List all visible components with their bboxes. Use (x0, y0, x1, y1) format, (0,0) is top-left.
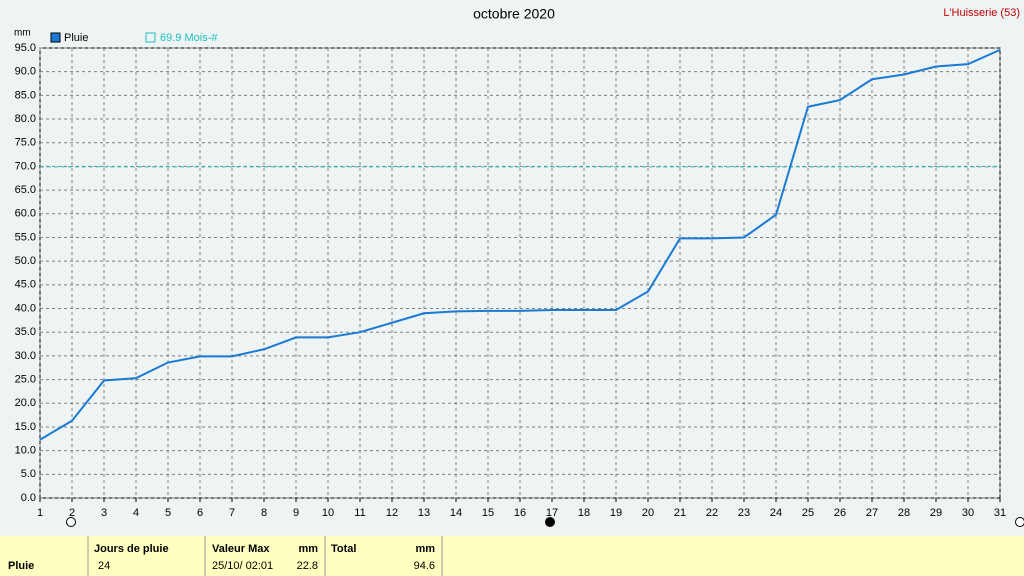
chart-title: octobre 2020 (473, 6, 555, 22)
x-tick-label: 25 (802, 507, 814, 519)
table-header: Valeur Max (212, 543, 270, 555)
y-tick-label: 50.0 (15, 255, 36, 267)
x-tick-label: 12 (386, 507, 398, 519)
table-cell: 94.6 (414, 560, 435, 572)
moon-icon (1015, 517, 1024, 527)
x-tick-label: 31 (994, 507, 1006, 519)
x-tick-label: 17 (546, 507, 558, 519)
legend-label: 69.9 Mois-# (160, 32, 218, 44)
y-tick-label: 40.0 (15, 302, 36, 314)
y-tick-label: 20.0 (15, 397, 36, 409)
y-tick-label: 95.0 (15, 42, 36, 54)
plot-area: 0.0 5.0 10.0 15.0 20.0 25.0 30.0 35.0 40.0 45.0 50… (15, 42, 1007, 519)
x-tick-label: 20 (642, 507, 654, 519)
x-tick-label: 7 (229, 507, 235, 519)
y-tick-label: 65.0 (15, 184, 36, 196)
x-tick-label: 24 (770, 507, 782, 519)
legend-swatch (50, 32, 61, 43)
x-tick-label: 21 (674, 507, 686, 519)
x-tick-label: 10 (322, 507, 334, 519)
y-tick-label: 15.0 (15, 421, 36, 433)
x-tick-label: 30 (962, 507, 974, 519)
y-tick-label: 0.0 (21, 492, 36, 504)
x-tick-label: 1 (37, 507, 43, 519)
moon-icon (545, 517, 555, 527)
legend-label: Pluie (64, 32, 88, 44)
row-label: Pluie (8, 560, 34, 572)
y-tick-label: 25.0 (15, 373, 36, 385)
x-tick-label: 13 (418, 507, 430, 519)
x-tick-label: 15 (482, 507, 494, 519)
x-tick-label: 26 (834, 507, 846, 519)
x-tick-label: 16 (514, 507, 526, 519)
x-tick-label: 14 (450, 507, 462, 519)
x-tick-label: 4 (133, 507, 139, 519)
x-tick-label: 8 (261, 507, 267, 519)
x-tick-label: 11 (354, 507, 365, 519)
y-unit: mm (14, 28, 31, 39)
y-tick-label: 45.0 (15, 279, 36, 291)
x-tick-label: 19 (610, 507, 622, 519)
table-header: mm (298, 543, 318, 555)
table-cell: 22.8 (297, 560, 318, 572)
y-tick-label: 5.0 (21, 468, 36, 480)
x-tick-label: 29 (930, 507, 942, 519)
y-tick-label: 75.0 (15, 137, 36, 149)
y-tick-label: 90.0 (15, 66, 36, 78)
y-tick-label: 60.0 (15, 208, 36, 220)
y-tick-label: 30.0 (15, 350, 36, 362)
x-tick-label: 9 (293, 507, 299, 519)
table-cell: 24 (98, 560, 110, 572)
summary-table (0, 536, 1024, 576)
y-tick-label: 55.0 (15, 231, 36, 243)
table-header: Total (331, 543, 356, 555)
station-name: L'Huisserie (53) (943, 7, 1020, 19)
x-tick-label: 22 (706, 507, 718, 519)
x-tick-label: 6 (197, 507, 203, 519)
y-tick-label: 10.0 (15, 445, 36, 457)
legend-swatch (145, 32, 156, 43)
table-header: Jours de pluie (94, 543, 169, 555)
data-line (39, 48, 1001, 441)
y-tick-label: 80.0 (15, 113, 36, 125)
table-header: mm (415, 543, 435, 555)
x-tick-label: 27 (866, 507, 878, 519)
x-tick-label: 28 (898, 507, 910, 519)
x-tick-label: 2 (69, 507, 75, 519)
x-tick-label: 5 (165, 507, 171, 519)
x-tick-label: 18 (578, 507, 590, 519)
y-tick-label: 35.0 (15, 326, 36, 338)
moon-icon (66, 517, 76, 527)
y-tick-label: 85.0 (15, 89, 36, 101)
y-tick-label: 70.0 (15, 160, 36, 172)
x-tick-label: 3 (101, 507, 107, 519)
table-cell: 25/10/ 02:01 (212, 560, 273, 572)
x-tick-label: 23 (738, 507, 750, 519)
